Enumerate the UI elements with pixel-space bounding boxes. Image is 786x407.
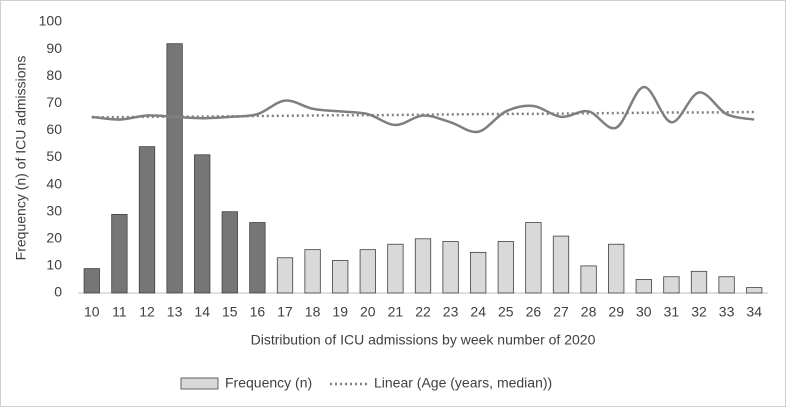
y-tick-label: 10 bbox=[46, 257, 62, 273]
y-tick-label: 20 bbox=[46, 230, 62, 246]
bar bbox=[470, 251, 487, 294]
x-tick-label: 19 bbox=[332, 304, 348, 320]
bar bbox=[387, 243, 404, 294]
bar bbox=[635, 279, 652, 294]
x-tick-label: 25 bbox=[498, 304, 514, 320]
x-axis-title: Distribution of ICU admissions by week n… bbox=[251, 332, 596, 348]
bar bbox=[166, 43, 183, 294]
bar bbox=[332, 260, 349, 294]
y-axis-title: Frequency (n) of ICU admissions bbox=[13, 56, 29, 261]
bar bbox=[690, 270, 708, 294]
x-tick-label: 27 bbox=[553, 304, 569, 320]
bar bbox=[249, 222, 266, 294]
bar bbox=[83, 268, 100, 294]
x-tick-label: 34 bbox=[746, 304, 762, 320]
x-tick-label: 21 bbox=[388, 304, 404, 320]
legend-label: Frequency (n) bbox=[225, 375, 312, 391]
x-tick-label: 13 bbox=[167, 304, 183, 320]
bar bbox=[111, 214, 128, 294]
x-tick-label: 31 bbox=[664, 304, 680, 320]
y-tick-label: 50 bbox=[46, 148, 62, 164]
bar bbox=[497, 241, 514, 294]
bar bbox=[359, 249, 376, 294]
x-tick-label: 18 bbox=[305, 304, 321, 320]
x-tick-label: 32 bbox=[691, 304, 707, 320]
x-tick-label: 14 bbox=[194, 304, 210, 320]
x-tick-label: 17 bbox=[277, 304, 293, 320]
x-tick-label: 22 bbox=[415, 304, 431, 320]
bar bbox=[525, 222, 542, 294]
bar bbox=[718, 276, 735, 294]
bar bbox=[552, 235, 570, 294]
y-tick-label: 30 bbox=[46, 202, 62, 218]
x-tick-label: 33 bbox=[719, 304, 735, 320]
bar bbox=[663, 276, 680, 294]
bar bbox=[746, 287, 763, 294]
bar bbox=[304, 249, 321, 294]
x-tick-label: 30 bbox=[636, 304, 652, 320]
x-tick-label: 24 bbox=[470, 304, 486, 320]
y-tick-label: 80 bbox=[46, 67, 62, 83]
bar bbox=[276, 257, 294, 294]
legend-label: Linear (Age (years, median)) bbox=[374, 375, 552, 391]
x-tick-label: 28 bbox=[581, 304, 597, 320]
legend-swatch bbox=[180, 377, 219, 390]
x-tick-label: 15 bbox=[222, 304, 238, 320]
bar bbox=[138, 146, 156, 294]
x-tick-label: 29 bbox=[608, 304, 624, 320]
y-tick-label: 0 bbox=[54, 284, 62, 300]
trend-line bbox=[91, 110, 755, 119]
x-tick-label: 26 bbox=[526, 304, 542, 320]
x-tick-label: 10 bbox=[84, 304, 100, 320]
bar bbox=[414, 238, 432, 294]
bar bbox=[608, 243, 625, 294]
x-tick-label: 23 bbox=[443, 304, 459, 320]
bar bbox=[580, 265, 597, 294]
y-tick-label: 100 bbox=[39, 13, 63, 29]
x-tick-label: 16 bbox=[250, 304, 266, 320]
y-tick-label: 40 bbox=[46, 175, 62, 191]
y-tick-label: 90 bbox=[46, 40, 62, 56]
y-tick-label: 70 bbox=[46, 94, 62, 110]
x-tick-label: 12 bbox=[139, 304, 155, 320]
bar bbox=[221, 211, 238, 294]
x-tick-label: 11 bbox=[112, 304, 127, 320]
y-tick-label: 60 bbox=[46, 121, 62, 137]
x-tick-label: 20 bbox=[360, 304, 376, 320]
bar bbox=[442, 241, 459, 294]
bar bbox=[194, 154, 211, 294]
